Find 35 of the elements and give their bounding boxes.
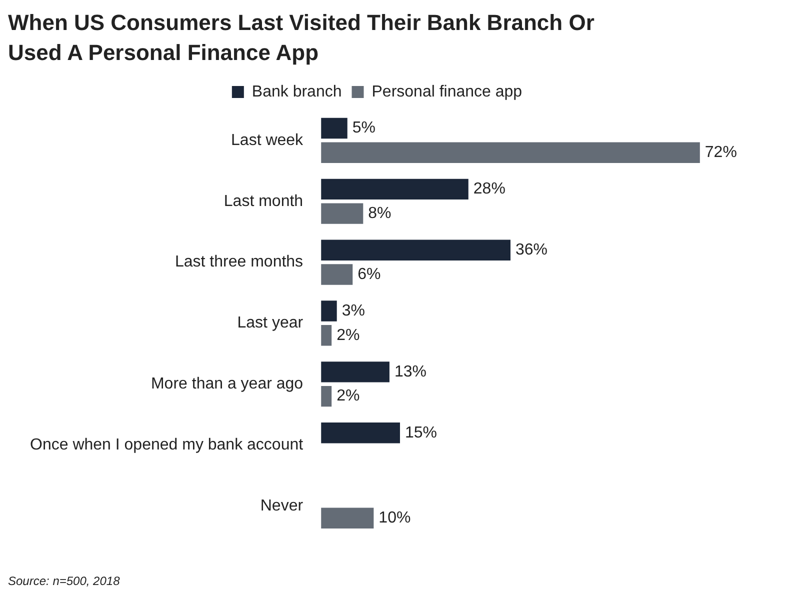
bar (321, 325, 332, 346)
data-label: 72% (704, 144, 737, 162)
y-tick-label: Last week (231, 132, 304, 149)
bar (321, 386, 332, 407)
data-label: 3% (342, 302, 365, 320)
y-tick-label: Last month (224, 192, 304, 210)
bar (321, 240, 510, 260)
y-tick-label: More than a year ago (150, 376, 304, 393)
data-label: 10% (378, 510, 411, 527)
y-tick-label: Last year (237, 314, 304, 332)
data-label: 5% (352, 120, 376, 137)
bar (321, 264, 353, 285)
y-tick-label: Never (260, 497, 304, 514)
data-label: 2% (336, 388, 360, 405)
bar (321, 300, 337, 322)
legend-label: Bank branch (252, 83, 342, 100)
bar (321, 203, 364, 224)
bar (321, 508, 374, 528)
data-label: 28% (473, 180, 506, 198)
y-tick-label: Once when I opened my bank account (30, 436, 304, 454)
bar (321, 362, 390, 382)
bar (321, 422, 400, 444)
legend-label: Personal finance app (372, 83, 522, 100)
data-label: 8% (368, 204, 392, 222)
data-label: 6% (358, 266, 381, 283)
y-tick-label: Last three months (174, 254, 304, 271)
chart-title: When US Consumers Last Visited Their Bank Branch Or Used A Personal Finance App (8, 9, 596, 67)
data-label: 13% (394, 363, 426, 380)
source-note: Source: n=500, 2018 (8, 574, 121, 588)
bar (321, 178, 468, 200)
data-label: 36% (515, 242, 548, 259)
bar (321, 118, 348, 139)
bar (321, 142, 700, 163)
data-label: 15% (404, 424, 438, 442)
data-label: 2% (336, 326, 360, 344)
